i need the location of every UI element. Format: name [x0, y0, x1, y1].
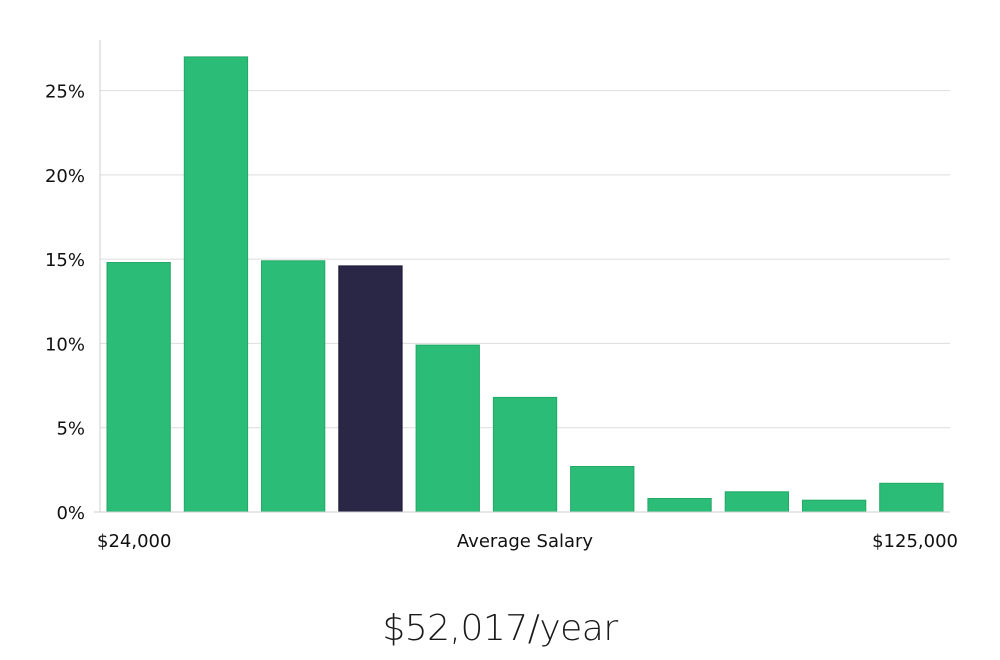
bar-highlight — [338, 265, 403, 513]
y-tick-label-15: 15% — [45, 250, 85, 271]
x-axis-title: Average Salary — [457, 531, 594, 552]
salary-histogram: 0% 5% 10% 15% 20% 25% $24,000 Average Salary $12… — [45, 40, 958, 552]
average-salary-value: $52,017/year — [382, 608, 618, 649]
bar-4 — [415, 344, 480, 513]
bar-0 — [106, 262, 171, 513]
y-tick-label-25: 25% — [45, 82, 85, 103]
y-tick-label-20: 20% — [45, 166, 85, 187]
x-end-label: $125,000 — [872, 531, 958, 552]
bar-6 — [570, 466, 635, 513]
bar-10 — [879, 482, 944, 513]
bar-2 — [261, 260, 326, 513]
bar-9 — [802, 499, 867, 513]
bar-7 — [647, 498, 712, 513]
bar-8 — [724, 491, 790, 513]
bar-1 — [183, 56, 249, 513]
x-start-label: $24,000 — [97, 531, 171, 552]
chart-svg: 0% 5% 10% 15% 20% 25% $24,000 Average Salary $12… — [45, 40, 958, 552]
y-tick-label-10: 10% — [45, 334, 85, 355]
y-tick-label-5: 5% — [56, 419, 85, 440]
y-tick-label-0: 0% — [56, 503, 85, 524]
bar-5 — [492, 396, 558, 513]
